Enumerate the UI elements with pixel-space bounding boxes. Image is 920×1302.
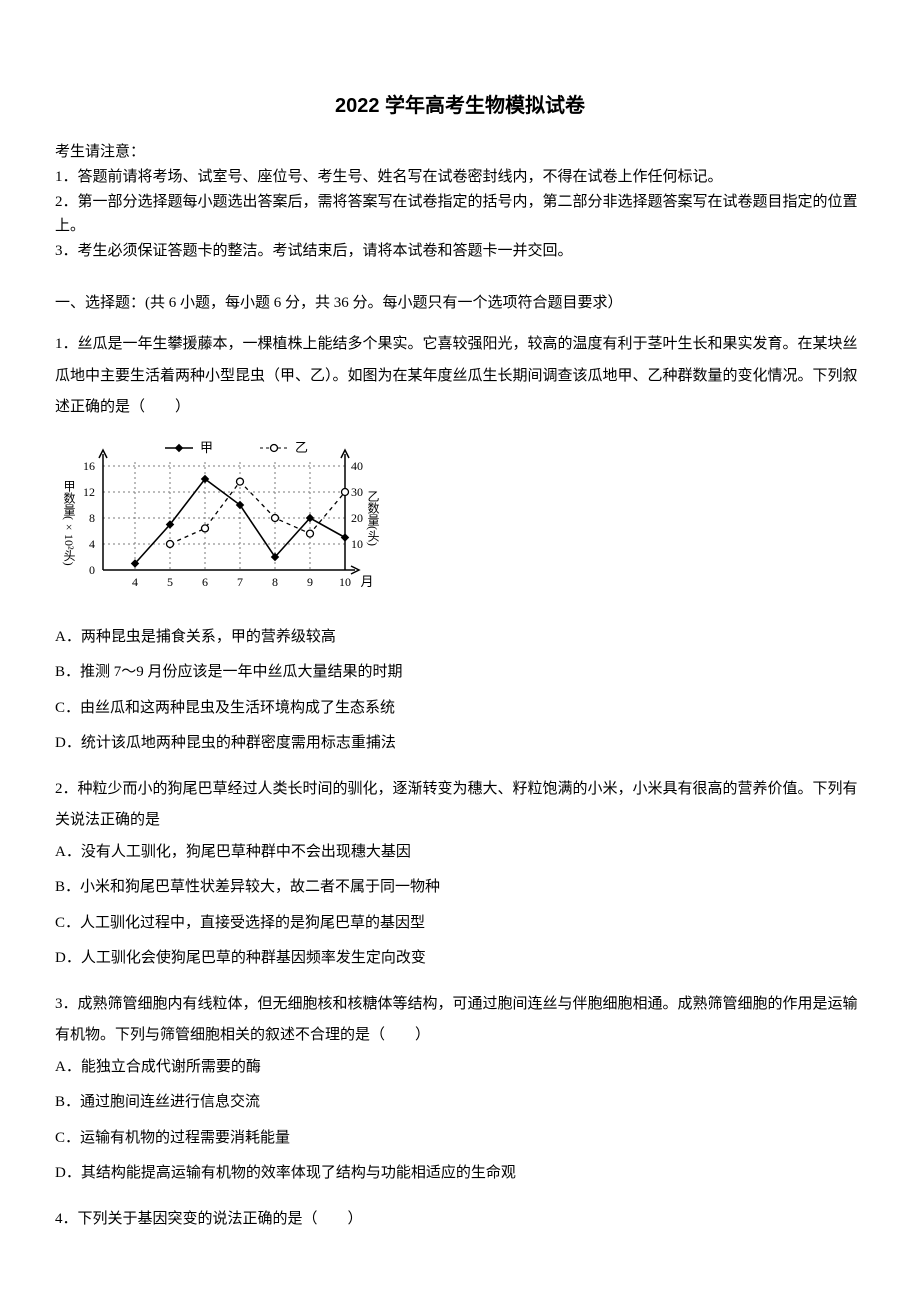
question-1-text: 1．丝瓜是一年生攀援藤本，一棵植株上能结多个果实。它喜较强阳光，较高的温度有利于…: [55, 329, 865, 424]
q2-option-a: A．没有人工驯化，狗尾巴草种群中不会出现穗大基因: [55, 837, 865, 869]
x-tick-4: 4: [132, 575, 138, 589]
x-tick-7: 7: [237, 575, 243, 589]
q3-option-a: A．能独立合成代谢所需要的酶: [55, 1052, 865, 1084]
chart-svg: 0 4 8 12 16 10 20 30 40 4 5 6 7 8 9 10 月: [55, 434, 385, 604]
section-header: 一、选择题：(共 6 小题，每小题 6 分，共 36 分。每小题只有一个选项符合…: [55, 291, 865, 315]
legend-yi: 乙: [295, 440, 308, 455]
question-3: 3．成熟筛管细胞内有线粒体，但无细胞核和核糖体等结构，可通过胞间连丝与伴胞细胞相…: [55, 989, 865, 1190]
q2-option-c: C．人工驯化过程中，直接受选择的是狗尾巴草的基因型: [55, 908, 865, 940]
notice-header: 考生请注意：: [55, 140, 865, 164]
y2-tick-40: 40: [351, 459, 363, 473]
q1-option-c: C．由丝瓜和这两种昆虫及生活环境构成了生态系统: [55, 693, 865, 725]
question-1-chart: 0 4 8 12 16 10 20 30 40 4 5 6 7 8 9 10 月: [55, 434, 385, 604]
q3-option-c: C．运输有机物的过程需要消耗能量: [55, 1123, 865, 1155]
x-tick-10: 10: [339, 575, 351, 589]
question-2: 2．种粒少而小的狗尾巴草经过人类长时间的驯化，逐渐转变为穗大、籽粒饱满的小米，小…: [55, 774, 865, 975]
y1-tick-0: 0: [89, 563, 95, 577]
x-label: 月: [360, 574, 373, 589]
question-1: 1．丝瓜是一年生攀援藤本，一棵植株上能结多个果实。它喜较强阳光，较高的温度有利于…: [55, 329, 865, 760]
y1-tick-16: 16: [83, 459, 95, 473]
legend-jia: 甲: [200, 440, 213, 455]
question-2-text: 2．种粒少而小的狗尾巴草经过人类长时间的驯化，逐渐转变为穗大、籽粒饱满的小米，小…: [55, 774, 865, 837]
notice-item-2: 2．第一部分选择题每小题选出答案后，需将答案写在试卷指定的括号内，第二部分非选择…: [55, 191, 865, 238]
question-4: 4．下列关于基因突变的说法正确的是（ ）: [55, 1204, 865, 1236]
x-tick-9: 9: [307, 575, 313, 589]
q3-option-b: B．通过胞间连丝进行信息交流: [55, 1087, 865, 1119]
y2-label: 乙数量(头): [366, 490, 380, 546]
y1-label: 甲数量(×10²头): [62, 480, 76, 566]
q3-option-d: D．其结构能提高运输有机物的效率体现了结构与功能相适应的生命观: [55, 1158, 865, 1190]
exam-title: 2022 学年高考生物模拟试卷: [55, 90, 865, 122]
y1-tick-8: 8: [89, 511, 95, 525]
x-tick-5: 5: [167, 575, 173, 589]
notice-item-3: 3．考生必须保证答题卡的整洁。考试结束后，请将本试卷和答题卡一并交回。: [55, 240, 865, 263]
y1-tick-12: 12: [83, 485, 95, 499]
notice-item-1: 1．答题前请将考场、试室号、座位号、考生号、姓名写在试卷密封线内，不得在试卷上作…: [55, 166, 865, 189]
q1-option-d: D．统计该瓜地两种昆虫的种群密度需用标志重捕法: [55, 728, 865, 760]
q2-option-b: B．小米和狗尾巴草性状差异较大，故二者不属于同一物种: [55, 872, 865, 904]
x-tick-6: 6: [202, 575, 208, 589]
q1-option-b: B．推测 7～9 月份应该是一年中丝瓜大量结果的时期: [55, 657, 865, 689]
y2-tick-20: 20: [351, 511, 363, 525]
y1-tick-4: 4: [89, 537, 95, 551]
y2-tick-30: 30: [351, 485, 363, 499]
q1-option-a: A．两种昆虫是捕食关系，甲的营养级较高: [55, 622, 865, 654]
q2-option-d: D．人工驯化会使狗尾巴草的种群基因频率发生定向改变: [55, 943, 865, 975]
y2-tick-10: 10: [351, 537, 363, 551]
question-4-text: 4．下列关于基因突变的说法正确的是（ ）: [55, 1204, 865, 1236]
x-tick-8: 8: [272, 575, 278, 589]
question-3-text: 3．成熟筛管细胞内有线粒体，但无细胞核和核糖体等结构，可通过胞间连丝与伴胞细胞相…: [55, 989, 865, 1052]
